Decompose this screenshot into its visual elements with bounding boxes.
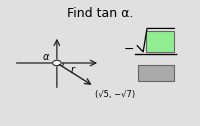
Text: ?: ?	[157, 35, 163, 45]
FancyBboxPatch shape	[138, 65, 174, 81]
Circle shape	[53, 60, 61, 66]
Text: Find tan α.: Find tan α.	[67, 7, 133, 20]
FancyBboxPatch shape	[146, 31, 174, 52]
Text: α: α	[43, 52, 49, 62]
Text: (√5, −√7): (√5, −√7)	[95, 90, 135, 99]
Text: r: r	[71, 65, 75, 75]
Text: $-$: $-$	[123, 42, 134, 55]
